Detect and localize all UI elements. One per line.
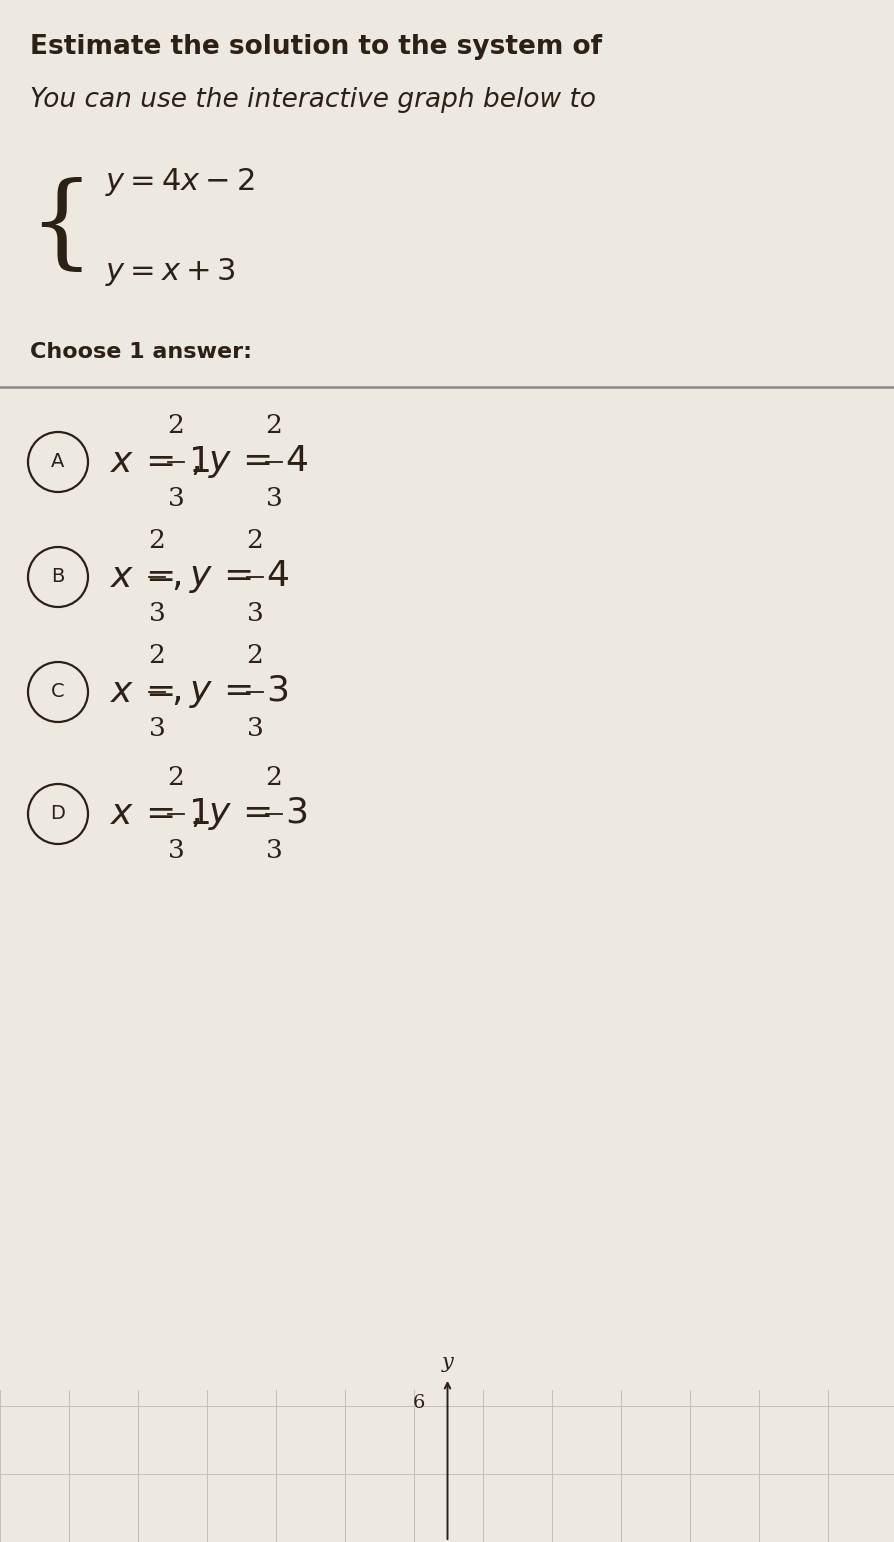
Text: Choose 1 answer:: Choose 1 answer: [30,342,252,362]
Text: 2: 2 [148,643,165,668]
Text: $, y\,=\,4$: $, y\,=\,4$ [171,558,290,595]
Text: $, y\,=\,3$: $, y\,=\,3$ [190,796,308,833]
Text: 3: 3 [148,715,165,742]
Text: 3: 3 [167,486,184,510]
Text: 2: 2 [246,527,263,554]
Text: 3: 3 [266,837,283,864]
Text: D: D [50,805,65,823]
Text: You can use the interactive graph below to: You can use the interactive graph below … [30,86,595,113]
Text: {: { [28,177,93,276]
Text: 3: 3 [266,486,283,510]
Text: A: A [51,452,64,472]
Text: $x\,=\,1$: $x\,=\,1$ [110,446,210,480]
Text: 3: 3 [167,837,184,864]
Text: 2: 2 [167,413,184,438]
Text: 3: 3 [246,715,263,742]
Text: 2: 2 [266,413,283,438]
Text: 2: 2 [246,643,263,668]
Text: $y = 4x - 2$: $y = 4x - 2$ [105,167,254,197]
Text: 2: 2 [266,765,283,790]
Text: $x\,=\,$: $x\,=\,$ [110,560,173,594]
Text: y: y [441,1352,453,1372]
Text: 3: 3 [148,601,165,626]
Text: 3: 3 [246,601,263,626]
Text: 6: 6 [413,1394,425,1412]
Text: $y = x + 3$: $y = x + 3$ [105,256,235,288]
Text: $x\,=\,1$: $x\,=\,1$ [110,797,210,831]
Text: B: B [51,567,64,586]
Text: Estimate the solution to the system of: Estimate the solution to the system of [30,34,602,60]
Text: 2: 2 [148,527,165,554]
Text: $, y\,=\,4$: $, y\,=\,4$ [190,444,308,481]
Text: $x\,=\,$: $x\,=\,$ [110,675,173,709]
Text: 2: 2 [167,765,184,790]
Text: C: C [51,683,64,702]
Text: $, y\,=\,3$: $, y\,=\,3$ [171,674,289,711]
